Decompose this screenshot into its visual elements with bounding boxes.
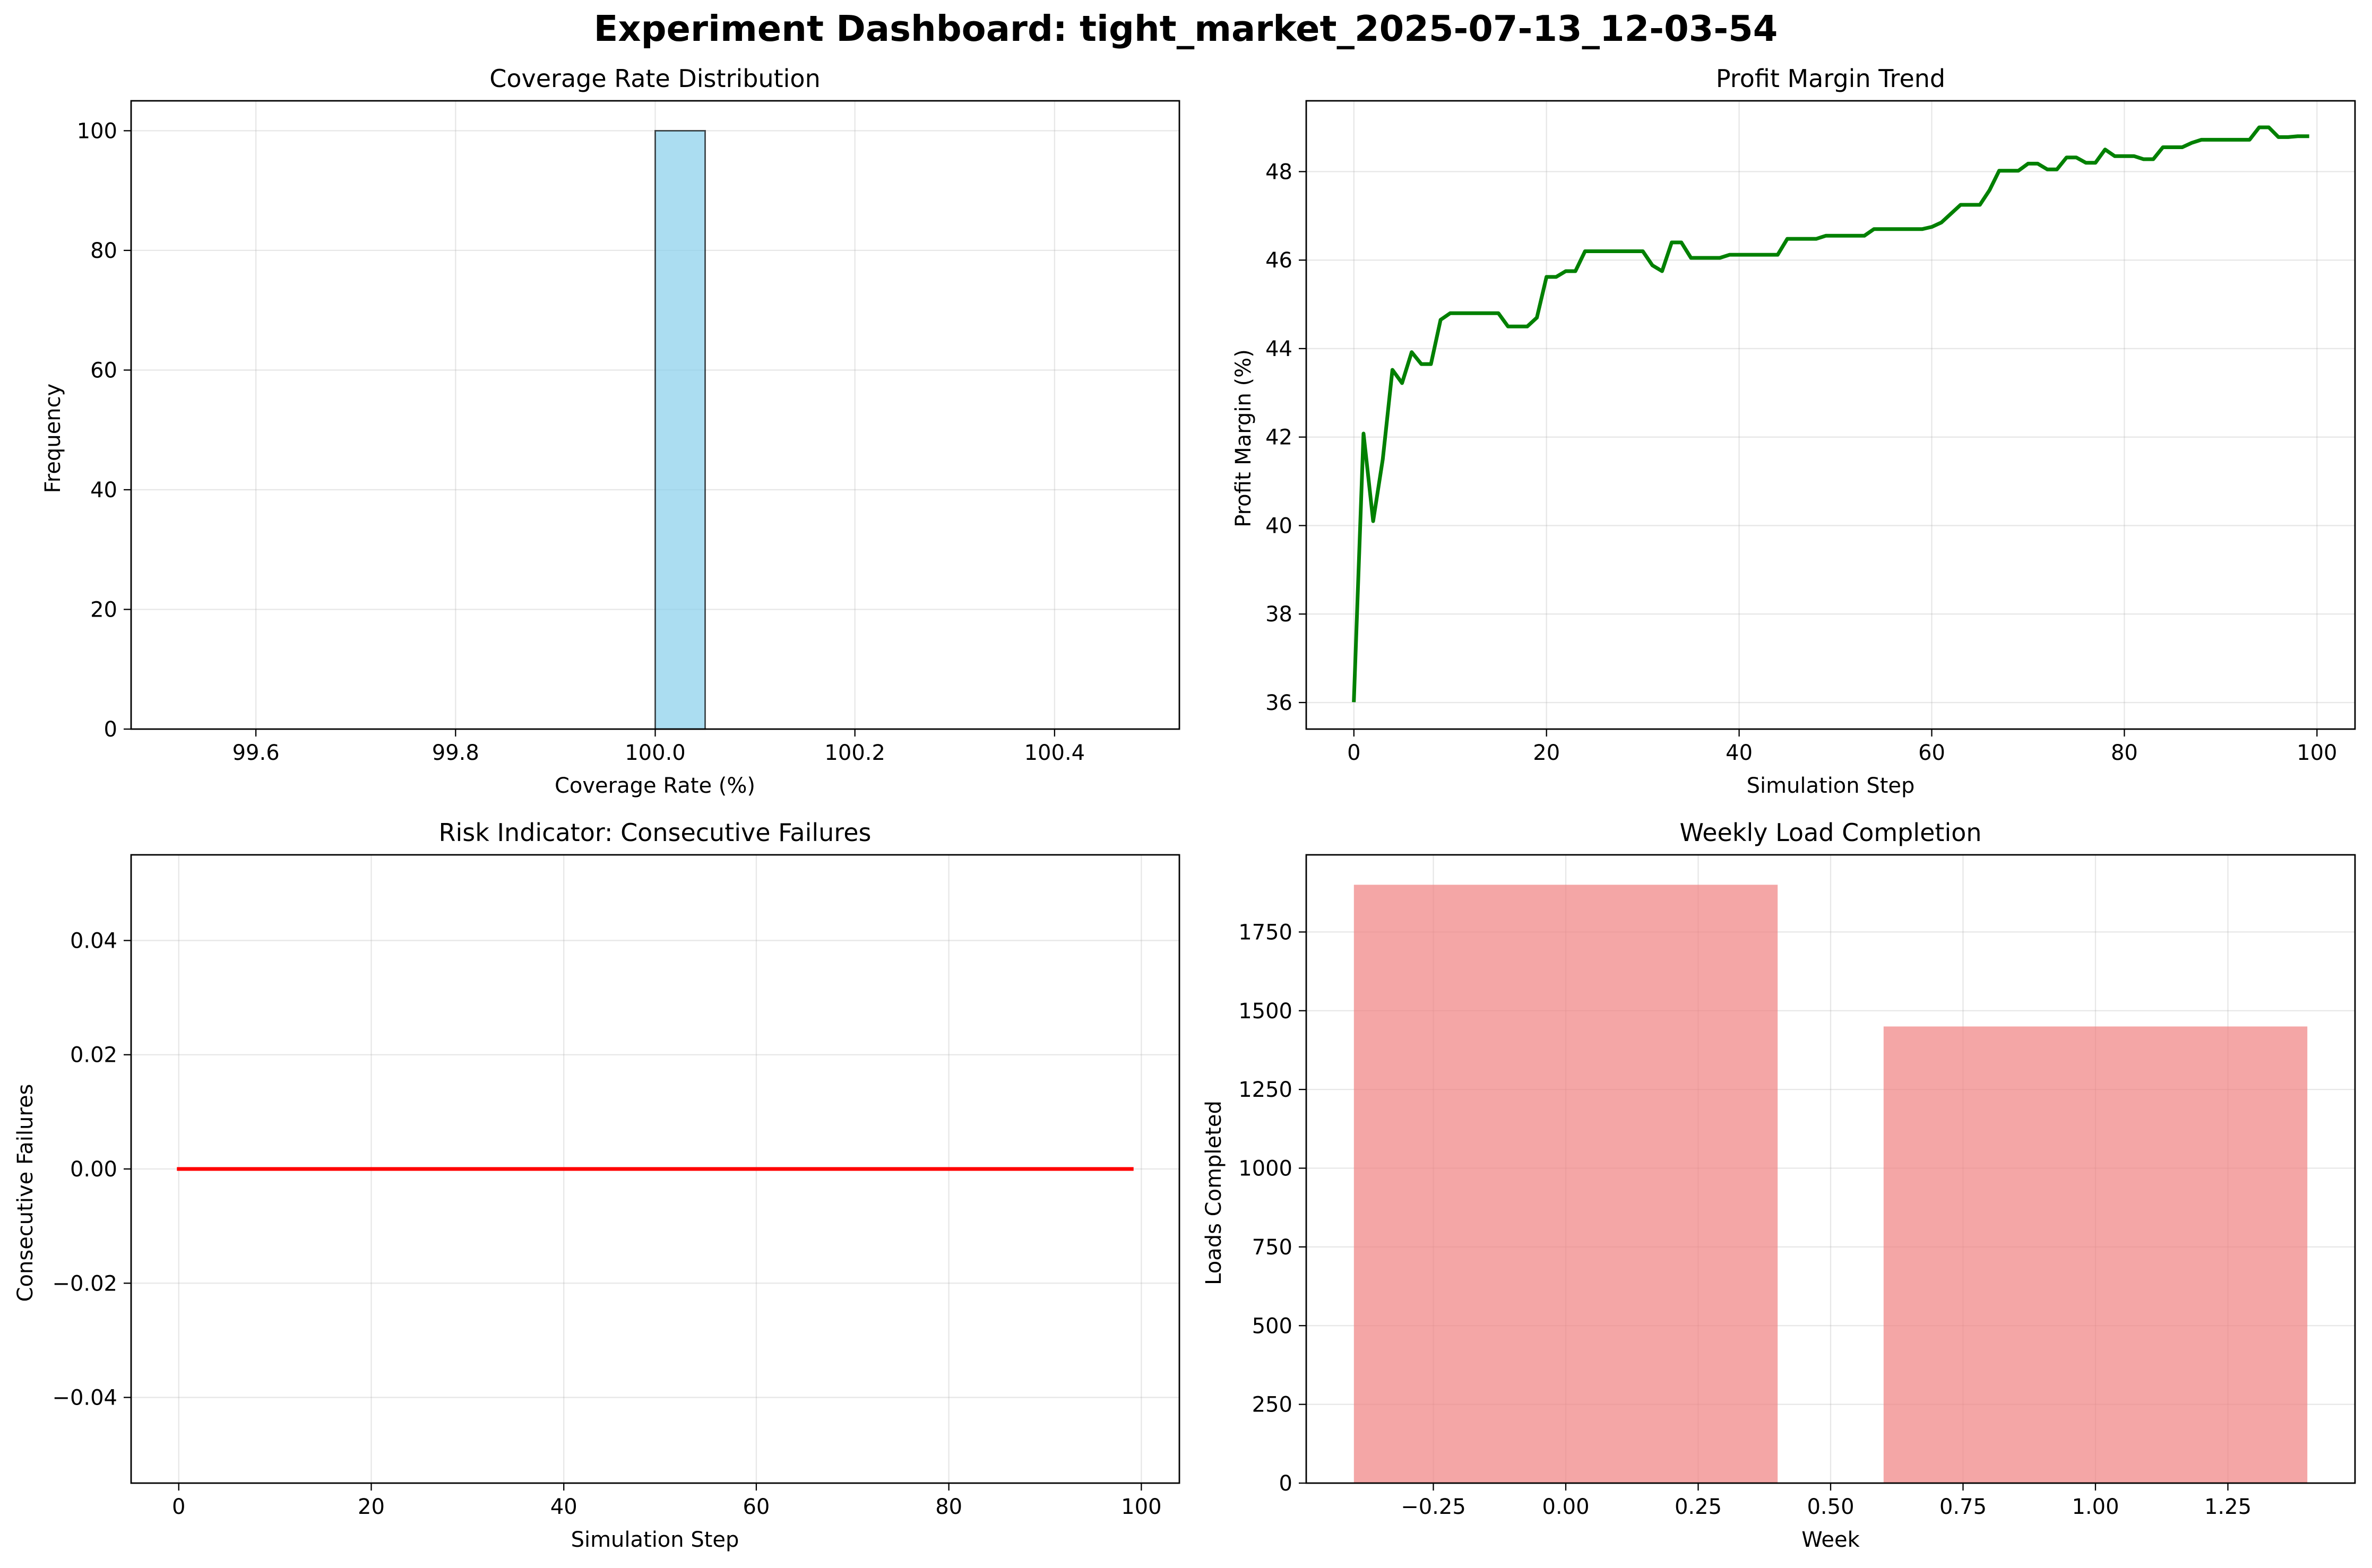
weekly-x-axis-label: Week xyxy=(1801,1528,1860,1552)
risk-x-tick-label: 20 xyxy=(358,1495,385,1519)
profit-series-line xyxy=(1352,125,2309,703)
risk-y-tick-label: 0.02 xyxy=(70,1043,117,1068)
weekly-y-tick-label: 1750 xyxy=(1238,920,1292,945)
coverage-y-axis-label: Frequency xyxy=(41,384,65,493)
risk-y-tick-label: −0.02 xyxy=(52,1271,117,1296)
coverage-x-tick-label: 100.0 xyxy=(625,741,686,765)
weekly-y-tick-label: 250 xyxy=(1252,1393,1292,1417)
weekly-chart-title: Weekly Load Completion xyxy=(1679,818,1981,847)
weekly-plot-area: −0.25 0.00 0.25 0.50 0.75 1.00 1.25 0 250 500 750 1… xyxy=(1238,854,2356,1519)
weekly-x-tick-label: 0.75 xyxy=(1939,1495,1987,1519)
risk-x-tick-label: 40 xyxy=(550,1495,577,1519)
risk-plot-area: 0 20 40 60 80 100 −0.04 −0.02 0.00 0.02 0.04 xyxy=(52,854,1180,1519)
profit-y-tick-label: 44 xyxy=(1265,337,1292,361)
profit-chart-title: Profit Margin Trend xyxy=(1716,64,1945,93)
profit-y-tick-label: 36 xyxy=(1265,691,1292,715)
profit-margin-panel: Profit Margin Trend Simulation Step Prof… xyxy=(1231,64,2356,798)
weekly-x-tick-label: 1.25 xyxy=(2204,1495,2252,1519)
weekly-y-tick-label: 750 xyxy=(1252,1235,1292,1260)
coverage-y-tick-label: 100 xyxy=(77,119,117,143)
risk-y-tick-label: 0.00 xyxy=(70,1157,117,1182)
weekly-x-tick-label: −0.25 xyxy=(1401,1495,1466,1519)
risk-x-tick-label: 0 xyxy=(172,1495,185,1519)
coverage-y-tick-label: 0 xyxy=(104,717,117,742)
profit-axes-frame xyxy=(1305,100,2356,730)
profit-y-tick-label: 42 xyxy=(1265,426,1292,450)
coverage-y-tick-label: 60 xyxy=(90,358,117,383)
profit-x-tick-label: 0 xyxy=(1347,741,1360,765)
coverage-x-tick-label: 99.6 xyxy=(232,741,280,765)
profit-y-axis-label: Profit Margin (%) xyxy=(1231,349,1256,527)
profit-y-tick-label: 38 xyxy=(1265,602,1292,627)
weekly-load-bar xyxy=(1353,885,1778,1483)
profit-x-tick-label: 60 xyxy=(1918,741,1945,765)
weekly-x-tick-label: 1.00 xyxy=(2072,1495,2119,1519)
coverage-x-tick-label: 100.2 xyxy=(824,741,885,765)
coverage-x-tick-label: 99.8 xyxy=(432,741,479,765)
risk-y-tick-label: −0.04 xyxy=(52,1386,117,1410)
weekly-y-tick-label: 1000 xyxy=(1238,1157,1292,1181)
profit-x-tick-label: 100 xyxy=(2297,741,2337,765)
weekly-load-bar xyxy=(1883,1026,2308,1483)
coverage-y-tick-label: 20 xyxy=(90,597,117,622)
risk-x-tick-label: 60 xyxy=(743,1495,770,1519)
weekly-y-tick-label: 1500 xyxy=(1238,999,1292,1024)
coverage-x-tick-label: 100.4 xyxy=(1024,741,1085,765)
profit-y-tick-label: 40 xyxy=(1265,514,1292,538)
risk-indicator-panel: Risk Indicator: Consecutive Failures Sim… xyxy=(13,818,1180,1552)
figure-title: Experiment Dashboard: tight_market_2025-… xyxy=(594,8,1778,49)
weekly-x-tick-label: 0.25 xyxy=(1675,1495,1722,1519)
weekly-y-tick-label: 0 xyxy=(1279,1471,1292,1496)
risk-y-axis-label: Consecutive Failures xyxy=(13,1084,38,1302)
risk-x-axis-label: Simulation Step xyxy=(571,1528,739,1552)
profit-x-tick-label: 20 xyxy=(1533,741,1560,765)
weekly-y-tick-label: 500 xyxy=(1252,1314,1292,1338)
risk-x-tick-label: 80 xyxy=(935,1495,962,1519)
weekly-y-axis-label: Loads Completed xyxy=(1202,1101,1226,1285)
risk-x-tick-label: 100 xyxy=(1121,1495,1161,1519)
profit-y-tick-label: 48 xyxy=(1265,160,1292,184)
profit-x-tick-label: 40 xyxy=(1726,741,1753,765)
coverage-y-tick-label: 80 xyxy=(90,239,117,263)
weekly-load-panel: Weekly Load Completion Week Loads Comple… xyxy=(1202,818,2356,1552)
weekly-x-tick-label: 0.50 xyxy=(1807,1495,1854,1519)
coverage-plot-area: 99.6 99.8 100.0 100.2 100.4 0 20 40 60 80 100 xyxy=(77,100,1180,765)
profit-x-tick-label: 80 xyxy=(2111,741,2138,765)
profit-y-tick-label: 46 xyxy=(1265,248,1292,273)
profit-plot-area: 0 20 40 60 80 100 36 38 40 42 44 46 48 xyxy=(1265,100,2356,765)
coverage-x-axis-label: Coverage Rate (%) xyxy=(555,774,755,798)
weekly-x-tick-label: 0.00 xyxy=(1542,1495,1589,1519)
weekly-y-tick-label: 1250 xyxy=(1238,1078,1292,1102)
risk-chart-title: Risk Indicator: Consecutive Failures xyxy=(439,818,872,847)
profit-x-axis-label: Simulation Step xyxy=(1747,774,1915,798)
coverage-chart-title: Coverage Rate Distribution xyxy=(489,64,820,93)
coverage-histogram-panel: Coverage Rate Distribution Coverage Rate… xyxy=(41,64,1180,798)
coverage-histogram-bar xyxy=(654,129,706,730)
risk-y-tick-label: 0.04 xyxy=(70,929,117,953)
coverage-y-tick-label: 40 xyxy=(90,478,117,503)
